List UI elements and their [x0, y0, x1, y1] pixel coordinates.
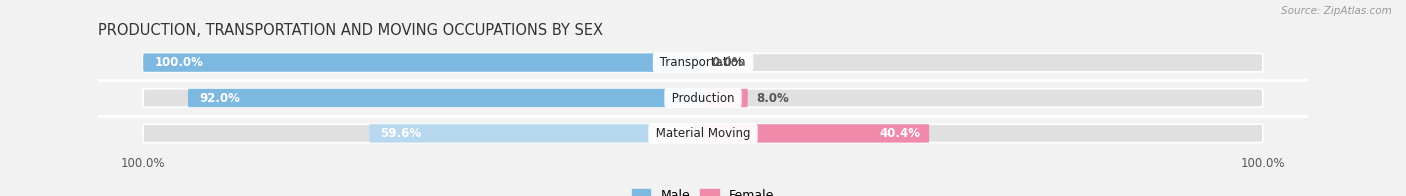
FancyBboxPatch shape — [703, 124, 929, 143]
Text: Source: ZipAtlas.com: Source: ZipAtlas.com — [1281, 6, 1392, 16]
Text: PRODUCTION, TRANSPORTATION AND MOVING OCCUPATIONS BY SEX: PRODUCTION, TRANSPORTATION AND MOVING OC… — [98, 23, 603, 38]
Legend: Male, Female: Male, Female — [627, 184, 779, 196]
FancyBboxPatch shape — [188, 89, 703, 107]
FancyBboxPatch shape — [143, 53, 1263, 72]
Text: 92.0%: 92.0% — [200, 92, 240, 104]
Text: 8.0%: 8.0% — [756, 92, 789, 104]
FancyBboxPatch shape — [143, 53, 703, 72]
Text: 0.0%: 0.0% — [711, 56, 744, 69]
Text: Transportation: Transportation — [657, 56, 749, 69]
Text: Production: Production — [668, 92, 738, 104]
FancyBboxPatch shape — [143, 124, 1263, 143]
FancyBboxPatch shape — [370, 124, 703, 143]
Text: Material Moving: Material Moving — [652, 127, 754, 140]
FancyBboxPatch shape — [703, 89, 748, 107]
Text: 59.6%: 59.6% — [381, 127, 422, 140]
Text: 100.0%: 100.0% — [155, 56, 204, 69]
Text: 40.4%: 40.4% — [880, 127, 921, 140]
FancyBboxPatch shape — [143, 89, 1263, 107]
